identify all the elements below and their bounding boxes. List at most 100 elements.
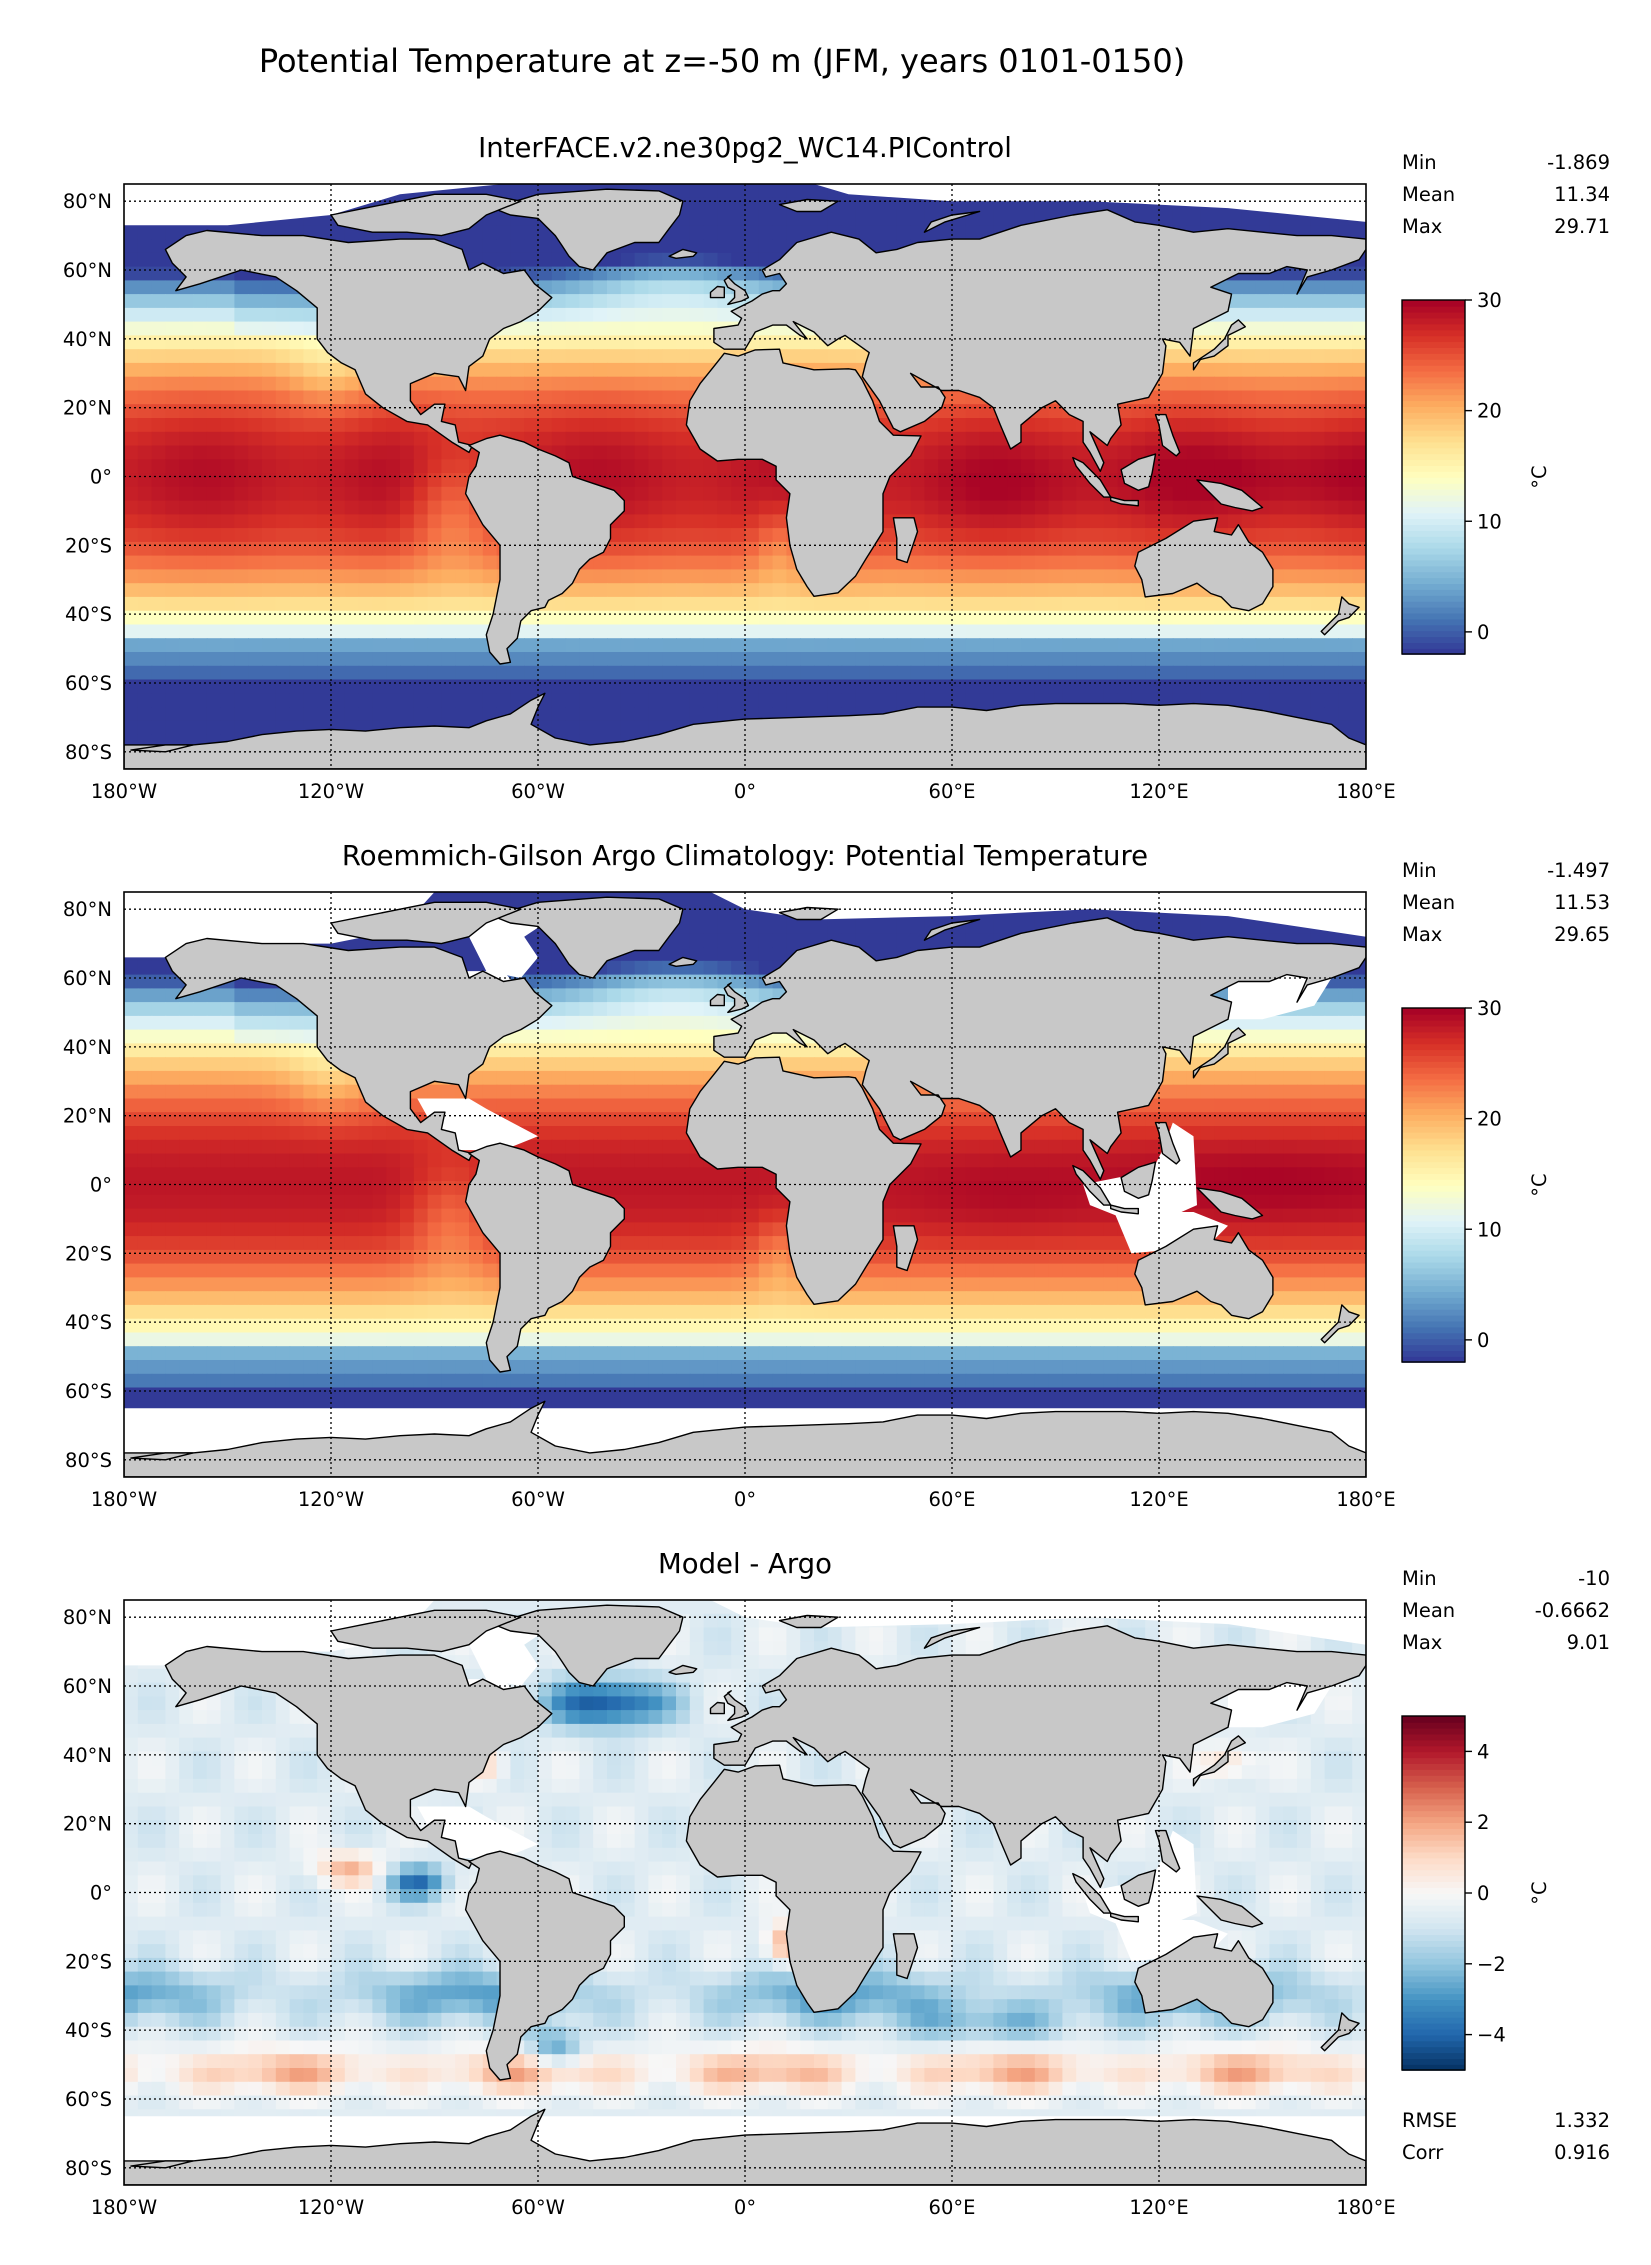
field-cell [1338, 665, 1353, 681]
field-cell [731, 610, 746, 626]
field-cell [262, 459, 277, 474]
field-cell [358, 652, 374, 667]
field-cell [1269, 541, 1284, 557]
field-cell [1131, 486, 1146, 502]
field-cell [676, 459, 691, 474]
field-cell [620, 390, 636, 405]
field-cell [1297, 459, 1312, 474]
field-cell [220, 528, 236, 543]
field-cell [620, 679, 636, 694]
field-cell [124, 431, 139, 447]
field-cell [386, 569, 401, 584]
field-cell [179, 473, 194, 488]
field-cell [579, 280, 594, 295]
field-cell [1310, 514, 1326, 529]
field-cell [1117, 404, 1133, 419]
field-cell [993, 665, 1008, 681]
field-cell [1021, 624, 1036, 639]
field-cell [124, 583, 139, 598]
field-cell [869, 919, 884, 934]
field-cell [579, 1029, 594, 1045]
field-cell [137, 541, 153, 557]
field-cell [124, 555, 139, 571]
field-cell [206, 349, 222, 364]
field-cell [938, 225, 953, 240]
field-cell [1062, 610, 1077, 626]
colorbar-segment [1402, 347, 1465, 354]
field-cell [427, 376, 443, 392]
field-cell [689, 892, 705, 907]
field-cell [758, 583, 774, 598]
field-cell [1131, 652, 1146, 667]
field-cell [662, 500, 677, 516]
field-cell [551, 266, 567, 282]
field-cell [1131, 679, 1146, 694]
field-cell [248, 720, 263, 736]
field-cell [179, 693, 194, 708]
field-cell [289, 638, 305, 653]
field-cell [1241, 624, 1257, 639]
field-cell [1283, 569, 1298, 584]
field-cell [262, 555, 277, 571]
field-cell [455, 707, 470, 722]
field-cell [579, 1015, 594, 1031]
field-cell [869, 624, 884, 639]
field-cell [275, 514, 291, 529]
field-cell [607, 307, 622, 323]
field-cell [1310, 596, 1326, 612]
field-cell [979, 679, 995, 694]
field-cell [551, 707, 567, 722]
field-cell [165, 1015, 180, 1031]
field-cell [262, 665, 277, 681]
field-cell [1352, 473, 1366, 488]
field-cell [1241, 280, 1257, 295]
field-cell [1338, 486, 1353, 502]
field-cell [413, 459, 429, 474]
field-cell [1117, 665, 1133, 681]
field-cell [841, 349, 857, 364]
field-cell [124, 1029, 139, 1045]
field-cell [1048, 583, 1064, 598]
field-cell [1310, 569, 1326, 584]
field-cell [648, 307, 663, 323]
field-cell [607, 1015, 622, 1031]
field-cell [717, 500, 732, 516]
field-cell [275, 1029, 291, 1045]
field-cell [1352, 693, 1366, 708]
field-cell [1255, 1015, 1271, 1031]
field-cell [620, 610, 636, 626]
field-cell [1172, 473, 1188, 488]
field-cell [1228, 349, 1243, 364]
field-cell [220, 555, 236, 571]
no-data-region [124, 184, 504, 226]
field-cell [1021, 665, 1036, 681]
field-cell [745, 473, 760, 488]
field-cell [179, 404, 194, 419]
field-cell [179, 720, 194, 736]
field-cell [689, 211, 705, 226]
field-cell [979, 431, 995, 447]
field-cell [1131, 418, 1146, 433]
field-cell [579, 720, 594, 736]
field-cell [1090, 514, 1105, 529]
field-cell [965, 583, 981, 598]
field-cell [717, 1015, 732, 1031]
field-cell [648, 555, 663, 571]
field-cell [1034, 431, 1050, 447]
field-cell [565, 652, 581, 667]
field-cell [869, 583, 884, 598]
field-cell [607, 349, 622, 364]
field-cell [662, 239, 677, 254]
field-cell [938, 555, 953, 571]
field-cell [1283, 500, 1298, 516]
field-cell [1352, 445, 1366, 460]
field-cell [317, 583, 332, 598]
field-cell [1062, 459, 1077, 474]
field-cell [220, 376, 236, 392]
field-cell [1241, 349, 1257, 364]
field-cell [910, 569, 926, 584]
stat-label: Min [1402, 151, 1437, 174]
field-cell [1352, 555, 1366, 571]
field-cell [938, 528, 953, 543]
